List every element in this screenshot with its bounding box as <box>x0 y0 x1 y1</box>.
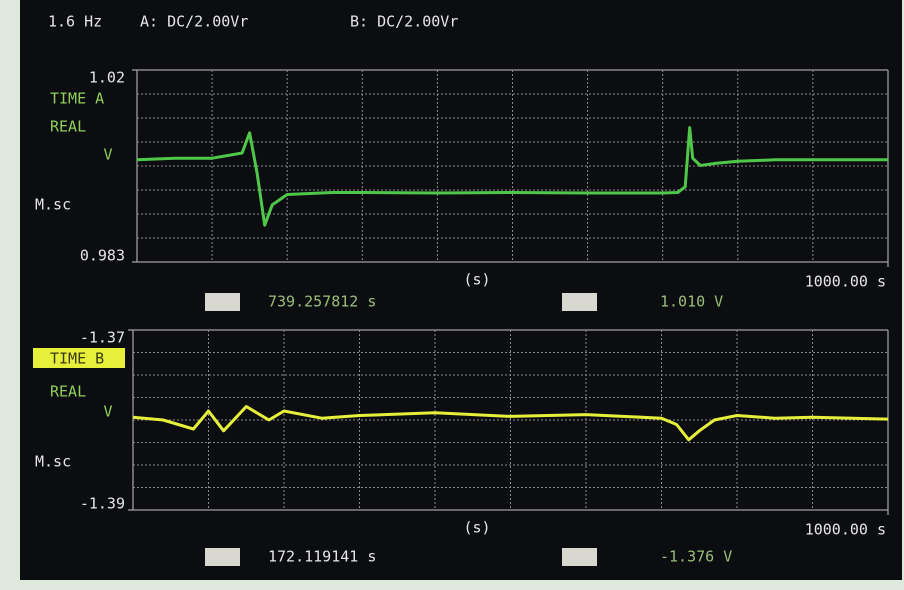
header-ch-b: B: DC/2.00Vr <box>350 13 458 31</box>
cursor-value: 1.010 V <box>660 293 723 311</box>
cursor-badge <box>205 293 240 311</box>
cursor-time: 172.119141 s <box>268 548 376 566</box>
x-scale: M.sc <box>35 453 71 471</box>
cursor-badge <box>205 548 240 566</box>
channel-label: TIME B <box>50 350 104 368</box>
screen-bg <box>20 0 902 580</box>
y-tick-label: 0.983 <box>80 247 125 265</box>
mode-label: REAL <box>50 383 86 401</box>
cursor-badge <box>562 548 597 566</box>
y-unit: V <box>103 146 112 164</box>
x-label: (s) <box>463 519 490 537</box>
y-tick-label: 1.02 <box>89 69 125 87</box>
page: 1.6 Hz A: DC/2.00Vr B: DC/2.00Vr 1.02 0.9… <box>0 0 904 590</box>
y-unit: V <box>103 403 112 421</box>
channel-label: TIME A <box>50 90 104 108</box>
x-label: (s) <box>463 271 490 289</box>
cursor-time: 739.257812 s <box>268 293 376 311</box>
header-ch-a: A: DC/2.00Vr <box>140 13 248 31</box>
x-scale: M.sc <box>35 196 71 214</box>
x-tick-label: 1000.00 s <box>805 273 886 291</box>
cursor-badge <box>562 293 597 311</box>
mode-label: REAL <box>50 118 86 136</box>
header-freq: 1.6 Hz <box>48 13 102 31</box>
x-tick-label: 1000.00 s <box>805 521 886 539</box>
y-tick-label: -1.39 <box>80 495 125 513</box>
oscilloscope-screen: 1.6 Hz A: DC/2.00Vr B: DC/2.00Vr 1.02 0.9… <box>0 0 904 590</box>
y-tick-label: -1.37 <box>80 329 125 347</box>
cursor-value: -1.376 V <box>660 548 732 566</box>
